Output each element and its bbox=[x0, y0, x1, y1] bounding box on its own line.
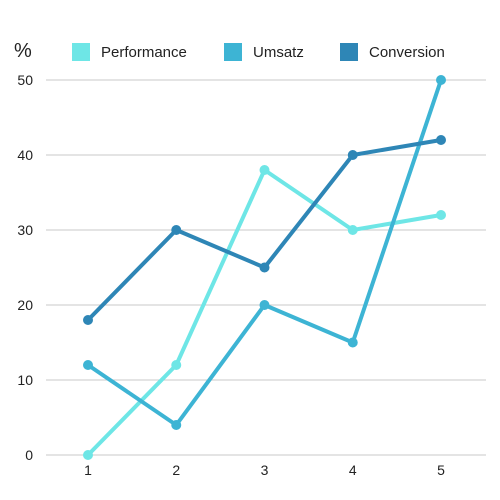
legend-label: Performance bbox=[101, 44, 187, 61]
data-point-conversion bbox=[171, 225, 182, 235]
y-tick-label: 40 bbox=[17, 147, 33, 163]
data-point-performance bbox=[436, 210, 446, 220]
y-unit-label: % bbox=[14, 40, 32, 62]
x-tick-label: 4 bbox=[349, 462, 357, 478]
data-point-umsatz bbox=[436, 75, 446, 85]
series-line-umsatz bbox=[86, 78, 443, 427]
data-point-performance bbox=[83, 450, 93, 460]
legend-label: Conversion bbox=[369, 44, 445, 61]
x-tick-label: 3 bbox=[261, 462, 269, 478]
legend-label: Umsatz bbox=[253, 44, 304, 61]
legend-swatch bbox=[72, 43, 90, 61]
data-point-performance bbox=[259, 165, 270, 175]
y-axis-ticks: 0 10 20 30 40 50 bbox=[17, 72, 33, 463]
data-point-umsatz bbox=[259, 300, 270, 310]
y-tick-label: 50 bbox=[17, 72, 33, 88]
series-performance bbox=[83, 165, 446, 460]
data-point-umsatz bbox=[83, 360, 93, 370]
legend-swatch bbox=[340, 43, 358, 61]
legend-item-performance: Performance bbox=[72, 43, 187, 61]
data-point-umsatz bbox=[171, 420, 182, 430]
series-line-performance bbox=[86, 168, 443, 457]
x-tick-label: 1 bbox=[84, 462, 92, 478]
y-tick-label: 30 bbox=[17, 222, 33, 238]
y-tick-label: 0 bbox=[25, 447, 33, 463]
series-conversion bbox=[83, 135, 446, 325]
legend: Performance Umsatz Conversion bbox=[72, 43, 445, 61]
data-point-umsatz bbox=[347, 337, 358, 348]
data-point-conversion bbox=[436, 135, 446, 145]
x-tick-label: 2 bbox=[172, 462, 180, 478]
legend-swatch bbox=[224, 43, 242, 61]
x-tick-label: 5 bbox=[437, 462, 445, 478]
data-point-conversion bbox=[347, 150, 358, 160]
data-point-conversion bbox=[259, 262, 270, 273]
data-point-performance bbox=[347, 225, 358, 235]
x-axis-ticks: 1 2 3 4 5 bbox=[84, 462, 445, 478]
data-point-conversion bbox=[83, 315, 93, 325]
legend-item-umsatz: Umsatz bbox=[224, 43, 304, 61]
series-umsatz bbox=[83, 75, 446, 430]
legend-item-conversion: Conversion bbox=[340, 43, 445, 61]
y-tick-label: 10 bbox=[17, 372, 33, 388]
y-tick-label: 20 bbox=[17, 297, 33, 313]
series-group bbox=[83, 75, 446, 460]
data-point-performance bbox=[171, 360, 182, 370]
